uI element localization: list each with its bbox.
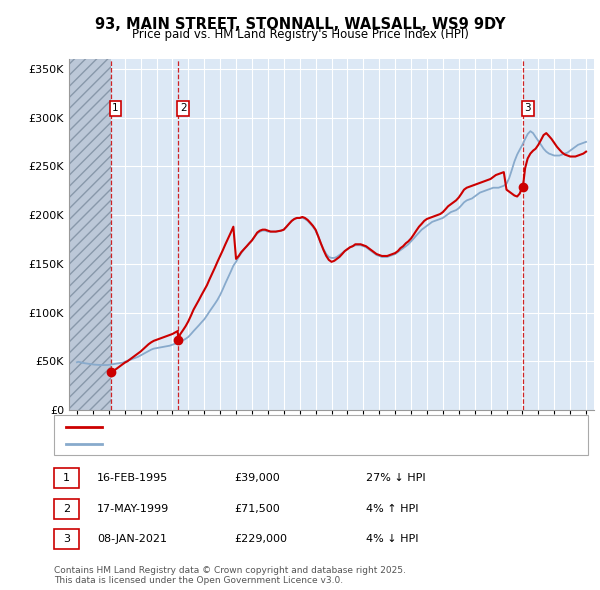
Text: £39,000: £39,000 bbox=[234, 473, 280, 483]
Text: 08-JAN-2021: 08-JAN-2021 bbox=[97, 535, 167, 544]
Text: Price paid vs. HM Land Registry's House Price Index (HPI): Price paid vs. HM Land Registry's House … bbox=[131, 28, 469, 41]
Text: 4% ↓ HPI: 4% ↓ HPI bbox=[366, 535, 419, 544]
Text: 93, MAIN STREET, STONNALL, WALSALL, WS9 9DY (semi-detached house): 93, MAIN STREET, STONNALL, WALSALL, WS9 … bbox=[108, 422, 491, 432]
Text: 3: 3 bbox=[63, 535, 70, 544]
Text: 4% ↑ HPI: 4% ↑ HPI bbox=[366, 504, 419, 513]
Text: £229,000: £229,000 bbox=[234, 535, 287, 544]
Text: HPI: Average price, semi-detached house, Lichfield: HPI: Average price, semi-detached house,… bbox=[108, 439, 373, 449]
Text: 3: 3 bbox=[524, 103, 531, 113]
Text: 16-FEB-1995: 16-FEB-1995 bbox=[97, 473, 169, 483]
Text: Contains HM Land Registry data © Crown copyright and database right 2025.
This d: Contains HM Land Registry data © Crown c… bbox=[54, 566, 406, 585]
Text: 1: 1 bbox=[63, 473, 70, 483]
Text: 2: 2 bbox=[180, 103, 187, 113]
Text: 27% ↓ HPI: 27% ↓ HPI bbox=[366, 473, 425, 483]
Text: £71,500: £71,500 bbox=[234, 504, 280, 513]
Text: 2: 2 bbox=[63, 504, 70, 513]
Text: 93, MAIN STREET, STONNALL, WALSALL, WS9 9DY: 93, MAIN STREET, STONNALL, WALSALL, WS9 … bbox=[95, 17, 505, 31]
Text: 17-MAY-1999: 17-MAY-1999 bbox=[97, 504, 169, 513]
Text: 1: 1 bbox=[112, 103, 119, 113]
